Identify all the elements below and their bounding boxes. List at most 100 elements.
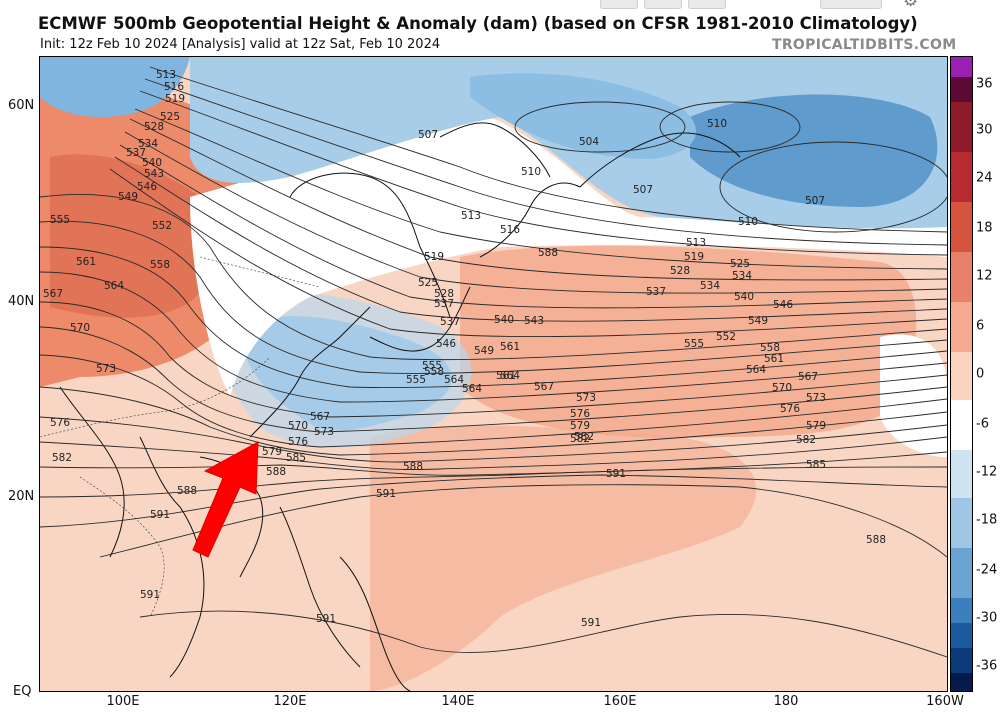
map-canvas: 513 516 519 525 528 534 537 540 543 546 … [40, 57, 947, 691]
contour-label: 510 [738, 216, 758, 228]
contour-label: 591 [150, 509, 170, 521]
contour-label: 507 [633, 184, 653, 196]
neutral-band [190, 117, 947, 397]
contour-label: 570 [288, 420, 308, 432]
contour-label: 573 [96, 363, 116, 375]
contour-label: 588 [866, 534, 886, 546]
lon-label-180: 180 [773, 694, 799, 709]
contour-label: 519 [165, 93, 185, 105]
contour-label: 513 [156, 69, 176, 81]
colorbar-label: 12 [976, 268, 993, 284]
colorbar-segment [951, 77, 972, 102]
contour-label: 555 [684, 338, 704, 350]
colorbar-label: 24 [976, 170, 993, 186]
contour-label: 576 [780, 403, 800, 415]
colorbar-segment [951, 202, 972, 252]
colorbar-segment [951, 648, 972, 673]
colorbar-segment [951, 673, 972, 691]
contour-label: 579 [806, 420, 826, 432]
contour-label: 588 [403, 461, 423, 473]
contour-label: 540 [494, 314, 514, 326]
contour-label: 591 [140, 589, 160, 601]
contour-label: 534 [700, 280, 720, 292]
contour-label: 504 [579, 136, 599, 148]
neutral-east [880, 334, 947, 457]
colorbar-label: 6 [976, 318, 985, 334]
colorbar-segment [951, 598, 972, 623]
warm-anomaly-ridge [460, 245, 917, 438]
contour-label: 516 [500, 224, 520, 236]
contour-label: 513 [461, 210, 481, 222]
contour-label: 573 [576, 392, 596, 404]
contour-label: 549 [748, 315, 768, 327]
contour-label: 567 [43, 288, 63, 300]
toolbar-tab[interactable] [820, 0, 882, 9]
contour-label: 516 [164, 81, 184, 93]
contour-label: 588 [177, 485, 197, 497]
contour-label: 519 [424, 251, 444, 263]
contour-label: 564 [500, 370, 520, 382]
contour-label: 540 [734, 291, 754, 303]
lat-label-60n: 60N [8, 98, 35, 113]
contour-label: 582 [574, 431, 594, 443]
contour-label: 507 [805, 195, 825, 207]
lon-label-100e: 100E [106, 694, 140, 709]
contour-label: 573 [806, 392, 826, 404]
colorbar-label: -24 [976, 562, 998, 578]
contour-label: 570 [772, 382, 792, 394]
anomaly-colorbar [950, 56, 973, 692]
contour-label: 576 [288, 436, 308, 448]
contour-label: 558 [150, 259, 170, 271]
init-valid-line: Init: 12z Feb 10 2024 [Analysis] valid a… [40, 37, 441, 52]
contour-label: 588 [266, 466, 286, 478]
contour-label: 543 [144, 168, 164, 180]
toolbar-tab[interactable] [688, 0, 726, 9]
contour-label: 528 [434, 288, 454, 300]
contour-label: 549 [474, 345, 494, 357]
colorbar-segment [951, 623, 972, 648]
colorbar-label: 30 [976, 122, 993, 138]
colorbar-label: 18 [976, 220, 993, 236]
contour-label: 579 [570, 420, 590, 432]
contour-label: 513 [686, 237, 706, 249]
contour-label: 537 [434, 298, 454, 310]
cold-anomaly-aleutian [690, 94, 938, 207]
contour-label: 591 [376, 488, 396, 500]
contour-label: 525 [730, 258, 750, 270]
contour-label: 564 [444, 374, 464, 386]
contour-label: 579 [262, 446, 282, 458]
colorbar-label: -12 [976, 464, 998, 480]
toolbar-tab[interactable] [600, 0, 638, 9]
contour-labels: 513 516 519 525 528 534 537 540 543 546 … [43, 69, 886, 629]
gear-icon[interactable]: ⚙ [903, 0, 919, 11]
contour-label: 546 [137, 181, 157, 193]
contour-label: 537 [646, 286, 666, 298]
contour-label: 546 [436, 338, 456, 350]
colorbar-label: -18 [976, 512, 998, 528]
lon-label-140e: 140E [441, 694, 475, 709]
colorbar-label: 36 [976, 76, 993, 92]
contour-label: 570 [70, 322, 90, 334]
contour-label: 573 [314, 426, 334, 438]
contour-label: 552 [152, 220, 172, 232]
contour-label: 510 [707, 118, 727, 130]
contour-label: 567 [534, 381, 554, 393]
country-borders [40, 256, 321, 618]
toolbar-tab[interactable] [644, 0, 682, 9]
contour-label: 591 [581, 617, 601, 629]
chart-title: ECMWF 500mb Geopotential Height & Anomal… [38, 14, 918, 33]
colorbar-segment [951, 400, 972, 425]
colorbar-label: 0 [976, 366, 985, 382]
contour-label: 585 [286, 452, 306, 464]
contour-label: 564 [104, 280, 124, 292]
contour-label: 507 [418, 129, 438, 141]
contour-label: 540 [142, 157, 162, 169]
contour-label: 567 [310, 411, 330, 423]
contour-label: 525 [418, 277, 438, 289]
colorbar-segment [951, 548, 972, 598]
colorbar-segment [951, 425, 972, 450]
colorbar-label: -30 [976, 610, 998, 626]
colorbar-segment [951, 102, 972, 152]
contour-label: 576 [570, 408, 590, 420]
lat-label-20n: 20N [8, 489, 35, 504]
